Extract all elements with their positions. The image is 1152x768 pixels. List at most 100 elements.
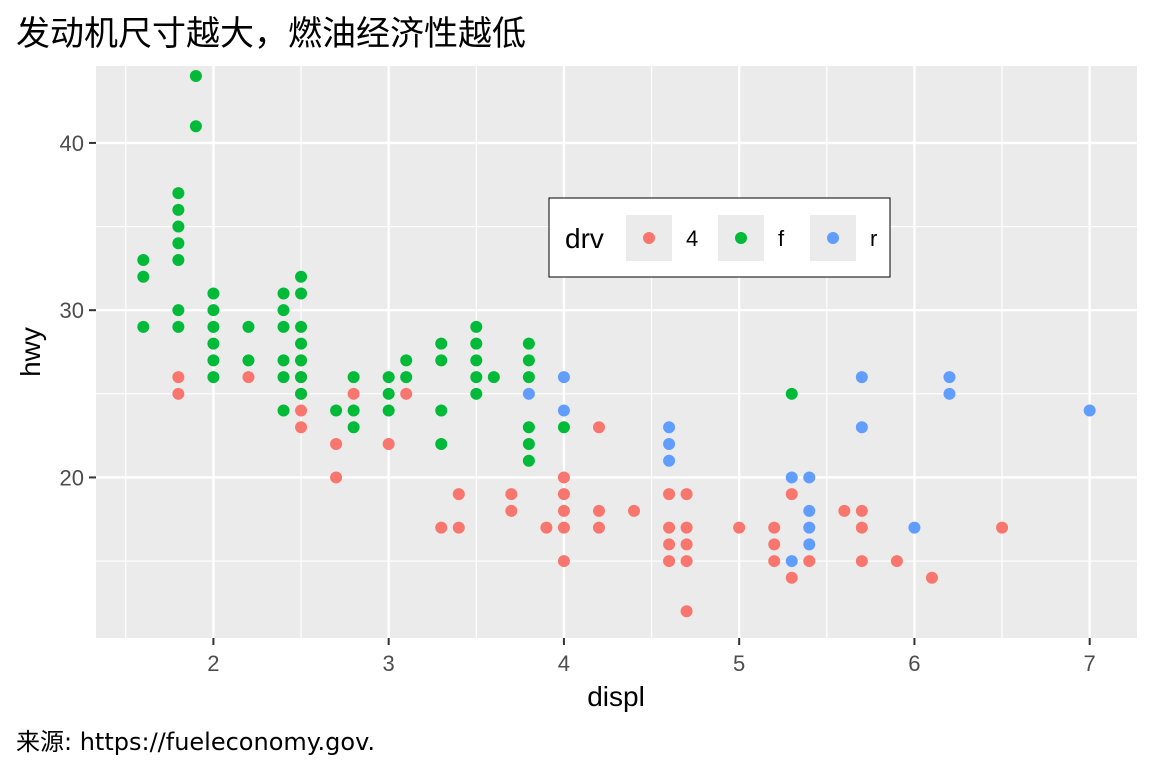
data-point-r: [785, 471, 798, 484]
data-point-f: [242, 354, 255, 367]
data-point-r: [803, 504, 816, 517]
data-point-f: [295, 337, 308, 350]
data-point-f: [207, 287, 220, 300]
data-point-f: [277, 371, 290, 384]
legend: drv 4 f r: [548, 197, 891, 278]
data-point-f: [295, 387, 308, 400]
x-axis: 2 3 4 5 6 7: [207, 638, 1096, 676]
data-point-4: [435, 521, 448, 534]
data-point-r: [663, 421, 676, 434]
data-point-f: [522, 421, 535, 434]
data-point-f: [435, 437, 448, 450]
data-point-f: [522, 454, 535, 467]
data-point-f: [470, 371, 483, 384]
data-point-f: [295, 270, 308, 283]
data-point-f: [137, 270, 150, 283]
data-point-4: [855, 555, 868, 568]
data-point-f: [470, 387, 483, 400]
data-point-f: [382, 387, 395, 400]
data-point-f: [295, 287, 308, 300]
data-point-f: [522, 337, 535, 350]
data-point-f: [435, 404, 448, 417]
data-point-4: [996, 521, 1009, 534]
data-point-f: [522, 437, 535, 450]
data-point-4: [838, 504, 851, 517]
data-point-4: [733, 521, 746, 534]
data-point-f: [522, 354, 535, 367]
data-point-4: [592, 521, 605, 534]
data-point-r: [943, 387, 956, 400]
data-point-f: [347, 421, 360, 434]
data-point-4: [242, 371, 255, 384]
data-point-4: [330, 471, 343, 484]
data-points: [137, 70, 1096, 618]
data-point-f: [400, 371, 413, 384]
data-point-4: [768, 521, 781, 534]
x-axis-title: displ: [587, 681, 645, 712]
data-point-r: [908, 521, 921, 534]
legend-label-r: r: [870, 226, 877, 251]
data-point-f: [522, 371, 535, 384]
data-point-r: [855, 421, 868, 434]
plot-panel: [96, 66, 1137, 638]
data-point-4: [557, 555, 570, 568]
data-point-4: [663, 488, 676, 501]
data-point-f: [557, 421, 570, 434]
data-point-f: [172, 254, 185, 267]
data-point-r: [943, 371, 956, 384]
data-point-4: [628, 504, 641, 517]
data-point-4: [505, 488, 518, 501]
data-point-4: [452, 488, 465, 501]
data-point-f: [277, 320, 290, 333]
data-point-f: [172, 203, 185, 216]
data-point-f: [277, 304, 290, 317]
data-point-r: [803, 471, 816, 484]
chart-caption: 来源: https://fueleconomy.gov.: [16, 728, 376, 756]
data-point-4: [680, 538, 693, 551]
data-point-f: [785, 387, 798, 400]
data-point-4: [855, 521, 868, 534]
data-point-r: [522, 387, 535, 400]
data-point-f: [172, 320, 185, 333]
data-point-4: [680, 555, 693, 568]
y-axis: 20 30 40: [60, 131, 96, 490]
data-point-4: [452, 521, 465, 534]
legend-dot-f: [735, 232, 747, 244]
data-point-f: [189, 70, 202, 83]
data-point-f: [470, 320, 483, 333]
data-point-4: [663, 538, 676, 551]
data-point-4: [663, 555, 676, 568]
y-tick-label: 40: [60, 131, 84, 156]
grid-major: [96, 66, 1137, 638]
data-point-4: [768, 538, 781, 551]
data-point-f: [207, 371, 220, 384]
data-point-f: [207, 304, 220, 317]
data-point-f: [277, 354, 290, 367]
data-point-f: [207, 337, 220, 350]
data-point-f: [137, 320, 150, 333]
data-point-4: [557, 504, 570, 517]
data-point-r: [803, 538, 816, 551]
data-point-f: [295, 354, 308, 367]
data-point-f: [207, 354, 220, 367]
data-point-f: [295, 320, 308, 333]
data-point-4: [680, 488, 693, 501]
data-point-4: [557, 521, 570, 534]
data-point-4: [557, 471, 570, 484]
y-axis-title: hwy: [15, 327, 46, 377]
data-point-4: [663, 521, 676, 534]
data-point-f: [382, 404, 395, 417]
data-point-r: [557, 371, 570, 384]
x-tick-label: 3: [383, 651, 395, 676]
data-point-f: [470, 354, 483, 367]
data-point-r: [803, 521, 816, 534]
data-point-f: [470, 337, 483, 350]
data-point-f: [277, 404, 290, 417]
data-point-4: [295, 404, 308, 417]
data-point-f: [172, 304, 185, 317]
legend-dot-r: [827, 232, 839, 244]
grid-minor: [96, 66, 1137, 638]
data-point-4: [382, 437, 395, 450]
data-point-f: [400, 354, 413, 367]
